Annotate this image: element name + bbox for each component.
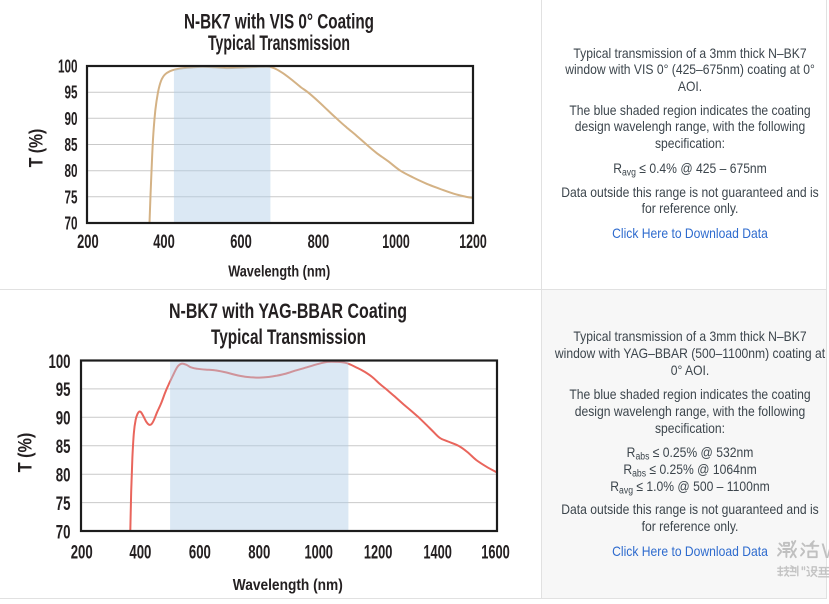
svg-text:Typical Transmission: Typical Transmission xyxy=(208,32,350,55)
svg-text:100: 100 xyxy=(58,57,78,77)
svg-text:95: 95 xyxy=(65,83,78,103)
svg-text:75: 75 xyxy=(65,187,78,207)
svg-text:1600: 1600 xyxy=(481,542,510,564)
svg-text:Wavelength (nm): Wavelength (nm) xyxy=(233,577,343,594)
svg-text:T (%): T (%) xyxy=(15,433,37,473)
svg-text:80: 80 xyxy=(65,161,78,181)
svg-text:1200: 1200 xyxy=(459,231,487,253)
svg-text:90: 90 xyxy=(65,109,78,129)
svg-text:1000: 1000 xyxy=(382,231,410,253)
svg-text:600: 600 xyxy=(230,231,252,253)
svg-text:200: 200 xyxy=(71,542,93,564)
svg-text:T (%): T (%) xyxy=(27,129,48,168)
svg-text:400: 400 xyxy=(153,231,175,253)
svg-text:600: 600 xyxy=(189,542,211,564)
svg-text:N-BK7 with YAG-BBAR Coating: N-BK7 with YAG-BBAR Coating xyxy=(169,299,407,323)
svg-text:800: 800 xyxy=(248,542,270,564)
svg-text:85: 85 xyxy=(65,135,78,155)
svg-text:1200: 1200 xyxy=(364,542,393,564)
svg-text:400: 400 xyxy=(129,542,151,564)
svg-text:70: 70 xyxy=(56,521,71,543)
svg-text:Wavelength (nm): Wavelength (nm) xyxy=(228,264,330,281)
svg-text:Typical Transmission: Typical Transmission xyxy=(211,325,366,349)
svg-text:80: 80 xyxy=(56,465,71,487)
svg-text:75: 75 xyxy=(56,493,71,515)
svg-text:95: 95 xyxy=(56,379,71,401)
svg-text:800: 800 xyxy=(308,231,330,253)
svg-text:85: 85 xyxy=(56,436,71,458)
svg-text:1000: 1000 xyxy=(304,542,333,564)
svg-text:100: 100 xyxy=(49,351,71,373)
svg-text:200: 200 xyxy=(77,231,99,253)
svg-text:W: W xyxy=(822,540,829,563)
svg-text:N-BK7 with VIS 0° Coating: N-BK7 with VIS 0° Coating xyxy=(184,11,374,34)
svg-text:70: 70 xyxy=(65,214,78,234)
svg-text:1400: 1400 xyxy=(423,542,452,564)
svg-text:90: 90 xyxy=(56,408,71,430)
